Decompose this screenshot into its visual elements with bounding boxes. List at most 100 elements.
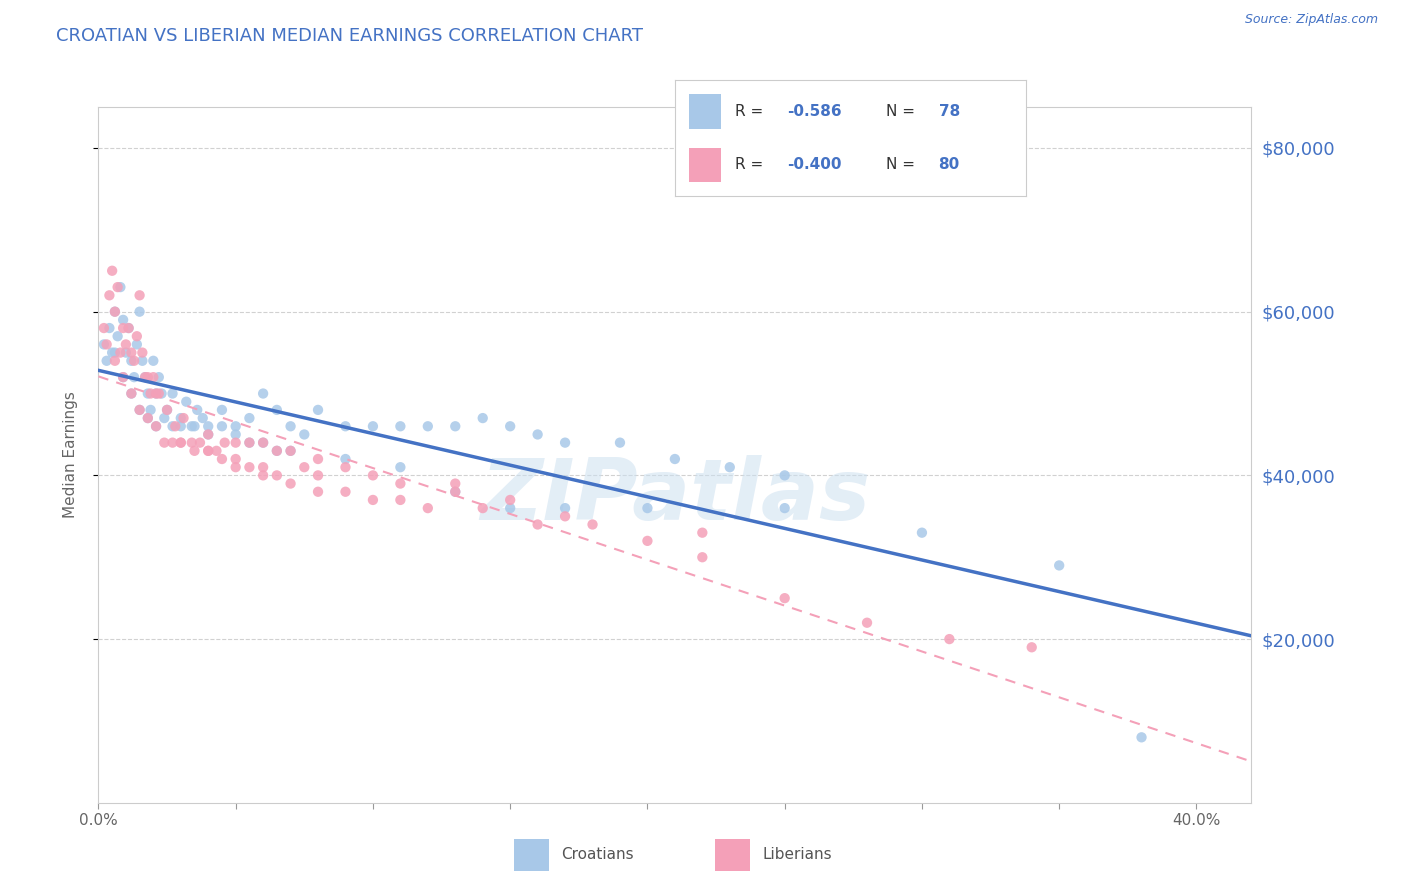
Point xyxy=(335,419,357,434)
Point xyxy=(156,403,179,417)
Text: CROATIAN VS LIBERIAN MEDIAN EARNINGS CORRELATION CHART: CROATIAN VS LIBERIAN MEDIAN EARNINGS COR… xyxy=(56,27,643,45)
Point xyxy=(197,419,219,434)
Point xyxy=(361,492,384,507)
Point xyxy=(444,476,467,491)
Point xyxy=(153,435,176,450)
Point xyxy=(280,476,302,491)
Point xyxy=(148,370,170,384)
Text: 78: 78 xyxy=(939,104,960,120)
Point xyxy=(225,419,247,434)
Point xyxy=(554,509,576,524)
Point xyxy=(110,345,132,359)
Point xyxy=(128,304,150,318)
Point xyxy=(238,411,260,425)
Point xyxy=(128,403,150,417)
Point xyxy=(307,403,329,417)
Point xyxy=(170,411,193,425)
Text: ZIPatlas: ZIPatlas xyxy=(479,455,870,538)
Point xyxy=(773,501,796,516)
Point xyxy=(471,411,494,425)
Point xyxy=(266,403,288,417)
Point xyxy=(107,329,129,343)
Point xyxy=(186,403,208,417)
Point xyxy=(148,386,170,401)
Point xyxy=(499,492,522,507)
Point xyxy=(131,345,153,359)
Point xyxy=(139,403,162,417)
Point xyxy=(252,435,274,450)
Point xyxy=(205,443,228,458)
Point xyxy=(162,386,184,401)
Point xyxy=(115,345,138,359)
Point xyxy=(170,435,193,450)
Point xyxy=(136,411,159,425)
Point xyxy=(252,460,274,475)
Point xyxy=(139,386,162,401)
Point xyxy=(170,419,193,434)
Point xyxy=(188,435,211,450)
Point xyxy=(389,492,412,507)
Point xyxy=(636,533,658,548)
Y-axis label: Median Earnings: Median Earnings xyxy=(63,392,77,518)
Point xyxy=(101,264,124,278)
Point xyxy=(96,337,118,351)
Point xyxy=(197,427,219,442)
Point xyxy=(1047,558,1070,573)
Point xyxy=(773,468,796,483)
Point xyxy=(93,337,115,351)
Point xyxy=(107,280,129,294)
Point xyxy=(115,337,138,351)
Point xyxy=(120,353,142,368)
Point xyxy=(125,337,148,351)
Point xyxy=(335,452,357,467)
Point xyxy=(104,304,127,318)
Point xyxy=(225,427,247,442)
Point xyxy=(252,386,274,401)
Point xyxy=(156,403,179,417)
Point xyxy=(416,501,439,516)
Point xyxy=(554,435,576,450)
Point xyxy=(307,468,329,483)
Point xyxy=(180,435,202,450)
Point xyxy=(636,501,658,516)
Point xyxy=(292,460,315,475)
Point xyxy=(266,443,288,458)
Point xyxy=(361,468,384,483)
Point xyxy=(335,460,357,475)
Point xyxy=(134,370,156,384)
Point xyxy=(238,460,260,475)
Point xyxy=(150,386,173,401)
Point xyxy=(526,427,548,442)
Point xyxy=(142,370,165,384)
Point xyxy=(692,550,714,565)
Text: N =: N = xyxy=(886,104,920,120)
Text: R =: R = xyxy=(734,157,768,172)
Point xyxy=(117,321,139,335)
Point xyxy=(122,353,145,368)
Point xyxy=(134,370,156,384)
Point xyxy=(180,419,202,434)
Point xyxy=(211,403,233,417)
Point xyxy=(389,419,412,434)
Point xyxy=(136,386,159,401)
Point xyxy=(225,435,247,450)
Point xyxy=(718,460,741,475)
Point xyxy=(112,313,135,327)
Point xyxy=(361,419,384,434)
Point xyxy=(911,525,934,540)
Point xyxy=(499,501,522,516)
Point xyxy=(117,321,139,335)
Point xyxy=(609,435,631,450)
Point xyxy=(444,484,467,499)
Point xyxy=(173,411,195,425)
Text: -0.586: -0.586 xyxy=(787,104,842,120)
Point xyxy=(93,321,115,335)
Point xyxy=(526,517,548,532)
Text: 80: 80 xyxy=(939,157,960,172)
Text: N =: N = xyxy=(886,157,920,172)
Text: Source: ZipAtlas.com: Source: ZipAtlas.com xyxy=(1244,13,1378,27)
Point xyxy=(197,427,219,442)
Point xyxy=(174,394,197,409)
Point xyxy=(444,419,467,434)
Point xyxy=(280,443,302,458)
